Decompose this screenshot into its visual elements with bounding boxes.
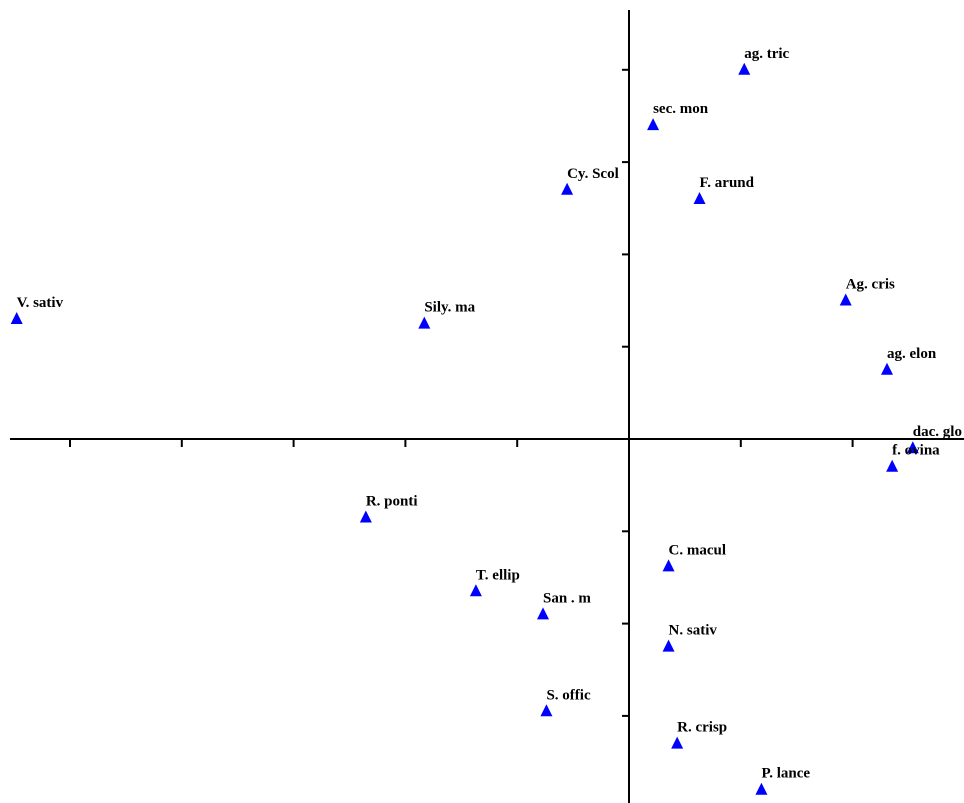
triangle-marker <box>886 459 899 472</box>
point-label: ag. elon <box>887 346 937 362</box>
point-label: f. ovina <box>892 443 940 459</box>
triangle-marker <box>537 607 549 620</box>
triangle-marker <box>540 704 553 717</box>
data-point: R. crisp <box>671 720 727 749</box>
data-point: T. ellip <box>469 567 520 597</box>
point-label: R. ponti <box>366 493 418 509</box>
triangle-marker <box>10 312 23 325</box>
point-label: S. offic <box>546 687 591 703</box>
triangle-marker <box>671 736 684 749</box>
point-label: Sily. ma <box>424 300 475 316</box>
point-label: San . m <box>543 590 591 606</box>
data-point: Ag. cris <box>839 277 895 306</box>
triangle-marker <box>418 316 431 329</box>
data-point: Cy. Scol <box>561 166 619 195</box>
point-label: C. macul <box>669 542 727 558</box>
data-point: S. offic <box>540 687 591 717</box>
point-label: T. ellip <box>476 567 520 583</box>
point-label: Ag. cris <box>846 277 895 293</box>
data-point: C. macul <box>662 542 727 572</box>
data-point: F. arund <box>693 175 755 205</box>
data-point: ag. tric <box>738 46 790 75</box>
data-point: Sily. ma <box>418 300 476 329</box>
point-label: Cy. Scol <box>567 166 619 182</box>
triangle-marker <box>881 362 893 375</box>
triangle-marker <box>755 782 768 795</box>
data-point: f. ovina <box>886 443 940 472</box>
point-label: V. sativ <box>17 295 64 311</box>
data-point: San . m <box>537 590 591 620</box>
point-label: sec. mon <box>653 101 709 117</box>
data-point: R. ponti <box>359 493 418 523</box>
point-label: P. lance <box>761 766 810 782</box>
triangle-marker <box>469 584 482 597</box>
triangle-marker <box>662 559 675 572</box>
data-point: dac. glo <box>906 424 962 454</box>
data-point: P. lance <box>755 766 810 795</box>
triangle-marker <box>359 510 372 523</box>
point-label: R. crisp <box>677 720 727 736</box>
triangle-marker <box>647 118 660 131</box>
triangle-marker <box>738 62 751 75</box>
triangle-marker <box>906 441 919 454</box>
data-point: ag. elon <box>881 346 937 375</box>
axes <box>10 10 964 803</box>
data-point: sec. mon <box>647 101 709 131</box>
triangle-marker <box>561 182 574 195</box>
triangle-marker <box>693 192 706 205</box>
point-label: N. sativ <box>669 623 718 639</box>
data-point: N. sativ <box>662 623 718 652</box>
triangle-marker <box>839 293 852 306</box>
point-label: F. arund <box>700 175 755 191</box>
point-label: ag. tric <box>744 46 789 62</box>
point-label: dac. glo <box>913 424 962 440</box>
points-layer: ag. tric sec. mon Cy. Scol F. arund Ag. cris… <box>10 46 962 795</box>
triangle-marker <box>662 639 675 652</box>
data-point: V. sativ <box>10 295 64 325</box>
